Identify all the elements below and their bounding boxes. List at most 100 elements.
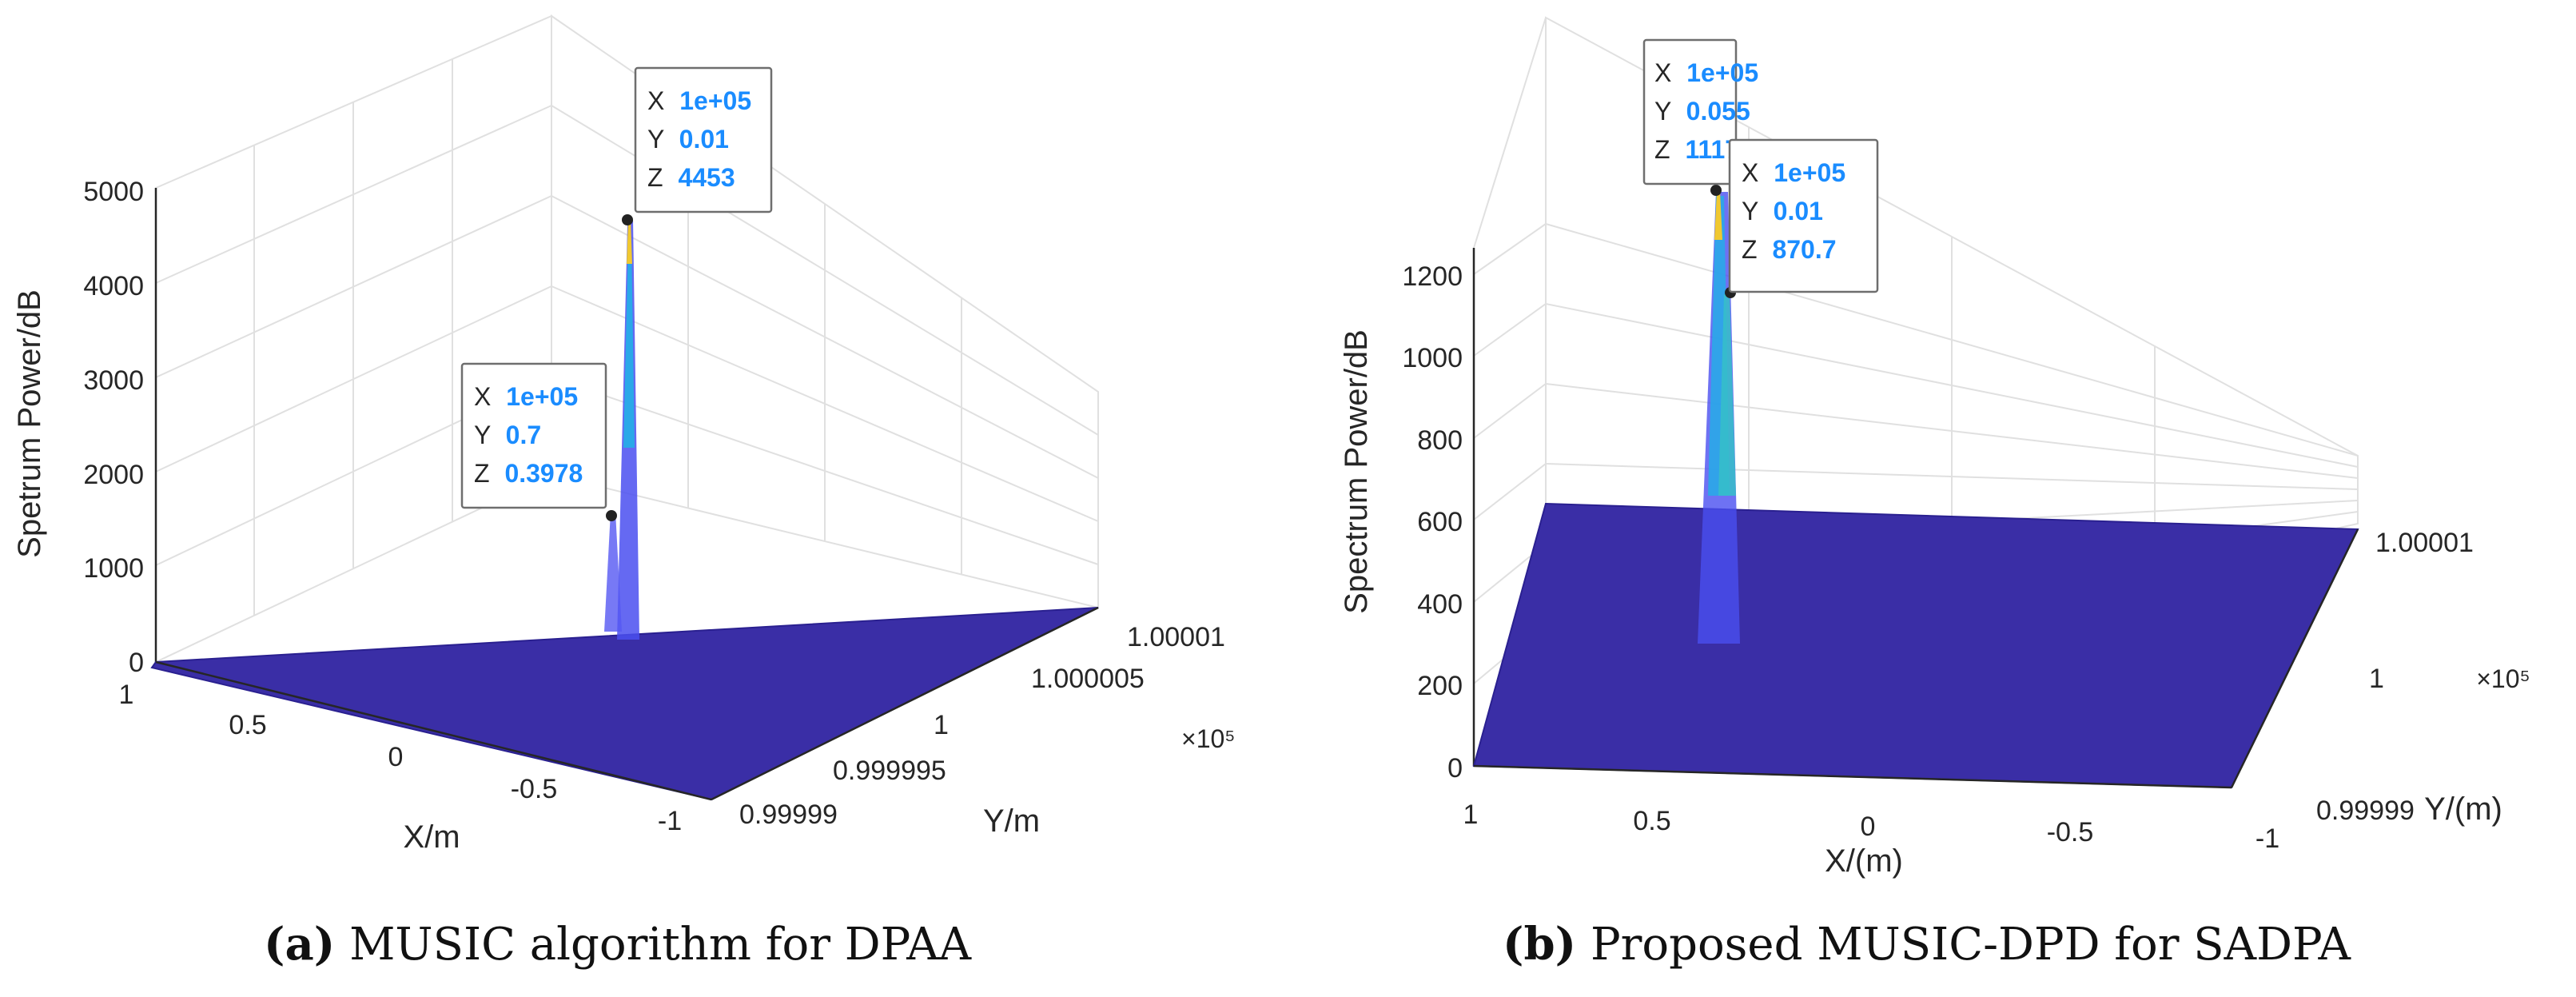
caption-a-text: MUSIC algorithm for DPAA [335, 919, 972, 971]
z-tick-b-4: 800 [1417, 425, 1463, 456]
svg-text:Y 0.01: Y 0.01 [1742, 197, 1823, 225]
caption-b-text: Proposed MUSIC-DPD for SADPA [1576, 919, 2351, 971]
x-tick-b-2: 0 [1861, 812, 1876, 842]
svg-text:Y 0.01: Y 0.01 [647, 125, 729, 154]
dt-x-value: 1e+05 [679, 86, 751, 115]
caption-b-letter: (b) [1503, 918, 1577, 971]
y-axis-a: 0.99999 0.999995 1 1.000005 1.00001 Y/m ×10⁵ [711, 606, 1236, 839]
peak-side-a [604, 512, 622, 632]
dt-y-label: Y [1742, 197, 1758, 225]
x-axis-label-a: X/m [403, 820, 460, 855]
z-tick-a-0: 0 [129, 648, 144, 678]
caption-a: (a) MUSIC algorithm for DPAA [264, 918, 971, 971]
dt-z-value: 870.7 [1772, 235, 1836, 264]
dt-x-value: 1e+05 [506, 382, 578, 411]
svg-text:Z 4453: Z 4453 [647, 163, 735, 192]
y-tick-b-0: 0.99999 [2316, 796, 2415, 826]
dt-x-label: X [1742, 158, 1758, 187]
x-tick-b-1: 0.5 [1633, 806, 1670, 836]
datatip-main-b[interactable]: X 1e+05 Y 0.055 Z 1117 [1642, 38, 1758, 196]
dt-x-label: X [474, 382, 491, 411]
z-axis-a: 0 1000 2000 3000 4000 5000 Spetrum Power/dB [12, 177, 157, 678]
y-tick-a-2: 1 [934, 710, 949, 740]
svg-text:X 1e+05: X 1e+05 [1742, 158, 1845, 187]
z-tick-a-2: 2000 [83, 460, 144, 490]
z-axis-label-a: Spetrum Power/dB [12, 289, 47, 558]
y-tick-a-0: 0.99999 [739, 800, 838, 830]
peaks-a [604, 220, 639, 640]
dt-y-value: 0.055 [1686, 97, 1750, 126]
svg-text:X 1e+05: X 1e+05 [474, 382, 578, 411]
chart-a: 0 1000 2000 3000 4000 5000 Spetrum Power/dB 1… [12, 14, 1236, 855]
x-tick-a-2: 0 [388, 742, 404, 772]
y-axis-b: 0.99999 1 1.00001 Y/(m) ×10⁵ [2230, 528, 2530, 827]
z-axis-b: 0 200 400 600 800 1000 1200 Spectrum Power/dB [1339, 248, 1475, 784]
datatip-second-b[interactable]: X 1e+05 Y 0.01 Z 870.7 [1725, 138, 1879, 298]
y-tick-a-4: 1.00001 [1127, 622, 1225, 652]
z-tick-b-3: 600 [1417, 507, 1463, 537]
peak-main-top-a [627, 221, 632, 264]
dt-y-label: Y [647, 125, 664, 154]
svg-text:X 1e+05: X 1e+05 [1654, 58, 1758, 87]
caption-b: (b) Proposed MUSIC-DPD for SADPA [1503, 918, 2351, 971]
dt-x-label: X [647, 86, 664, 115]
dt-z-label: Z [647, 163, 663, 192]
z-tick-b-5: 1000 [1402, 343, 1463, 373]
x-tick-b-4: -1 [2255, 824, 2279, 854]
dt-y-label: Y [1654, 97, 1671, 126]
x-tick-b-0: 1 [1463, 800, 1479, 830]
dt-z-value: 0.3978 [504, 459, 583, 488]
dt-y-value: 0.7 [506, 421, 541, 449]
y-exponent-a: ×10⁵ [1181, 724, 1236, 753]
peak-second-b [1718, 294, 1736, 496]
z-axis-label-b: Spectrum Power/dB [1339, 329, 1374, 614]
dt-x-value: 1e+05 [1686, 58, 1758, 87]
z-tick-b-6: 1200 [1402, 261, 1463, 292]
svg-text:Z 870.7: Z 870.7 [1742, 235, 1837, 264]
y-exponent-b: ×10⁵ [2476, 664, 2530, 693]
x-tick-b-3: -0.5 [2047, 817, 2094, 847]
dt-z-label: Z [1654, 135, 1670, 164]
z-tick-a-4: 4000 [83, 271, 144, 301]
dt-z-label: Z [474, 459, 490, 488]
y-tick-b-1: 1 [2369, 664, 2384, 694]
dt-x-label: X [1654, 58, 1671, 87]
dt-y-value: 0.01 [679, 125, 729, 154]
x-tick-a-1: 0.5 [229, 710, 266, 740]
svg-text:X 1e+05: X 1e+05 [647, 86, 751, 115]
dt-x-value: 1e+05 [1774, 158, 1845, 187]
caption-a-letter: (a) [264, 918, 336, 971]
dt-y-value: 0.01 [1774, 197, 1823, 225]
z-tick-b-2: 400 [1417, 589, 1463, 620]
svg-text:Y 0.7: Y 0.7 [474, 421, 541, 449]
x-tick-a-4: -1 [658, 806, 682, 836]
x-tick-a-3: -0.5 [511, 774, 558, 804]
datatip-side-a[interactable]: X 1e+05 Y 0.7 Z 0.3978 [460, 362, 617, 521]
box-grid-a [155, 14, 1099, 664]
y-axis-label-a: Y/m [983, 804, 1040, 839]
x-tick-a-0: 1 [119, 680, 134, 710]
svg-text:Z 1117: Z 1117 [1654, 135, 1739, 164]
surface-b [1472, 502, 2359, 789]
z-tick-a-1: 1000 [83, 553, 144, 584]
z-tick-b-1: 200 [1417, 671, 1463, 701]
svg-text:Y 0.055: Y 0.055 [1654, 97, 1750, 126]
svg-text:Z 0.3978: Z 0.3978 [474, 459, 583, 488]
y-tick-b-2: 1.00001 [2375, 528, 2474, 558]
peak-main-mid-a [623, 240, 635, 448]
z-tick-a-3: 3000 [83, 365, 144, 396]
z-tick-b-0: 0 [1447, 753, 1463, 784]
y-tick-a-3: 1.000005 [1031, 664, 1145, 694]
z-tick-a-5: 5000 [83, 177, 144, 207]
datatip-peak-a[interactable]: X 1e+05 Y 0.01 Z 4453 [622, 66, 773, 225]
y-tick-a-1: 0.999995 [833, 756, 946, 786]
y-axis-label-b: Y/(m) [2424, 792, 2502, 827]
x-axis-a: 1 0.5 0 -0.5 -1 X/m [119, 660, 712, 855]
peak-main-top-b [1714, 192, 1722, 240]
dt-y-label: Y [474, 421, 491, 449]
x-axis-b: 1 0.5 0 -0.5 -1 X/(m) [1463, 764, 2279, 879]
dt-z-value: 4453 [678, 163, 735, 192]
dt-z-label: Z [1742, 235, 1758, 264]
x-axis-label-b: X/(m) [1825, 843, 1903, 879]
